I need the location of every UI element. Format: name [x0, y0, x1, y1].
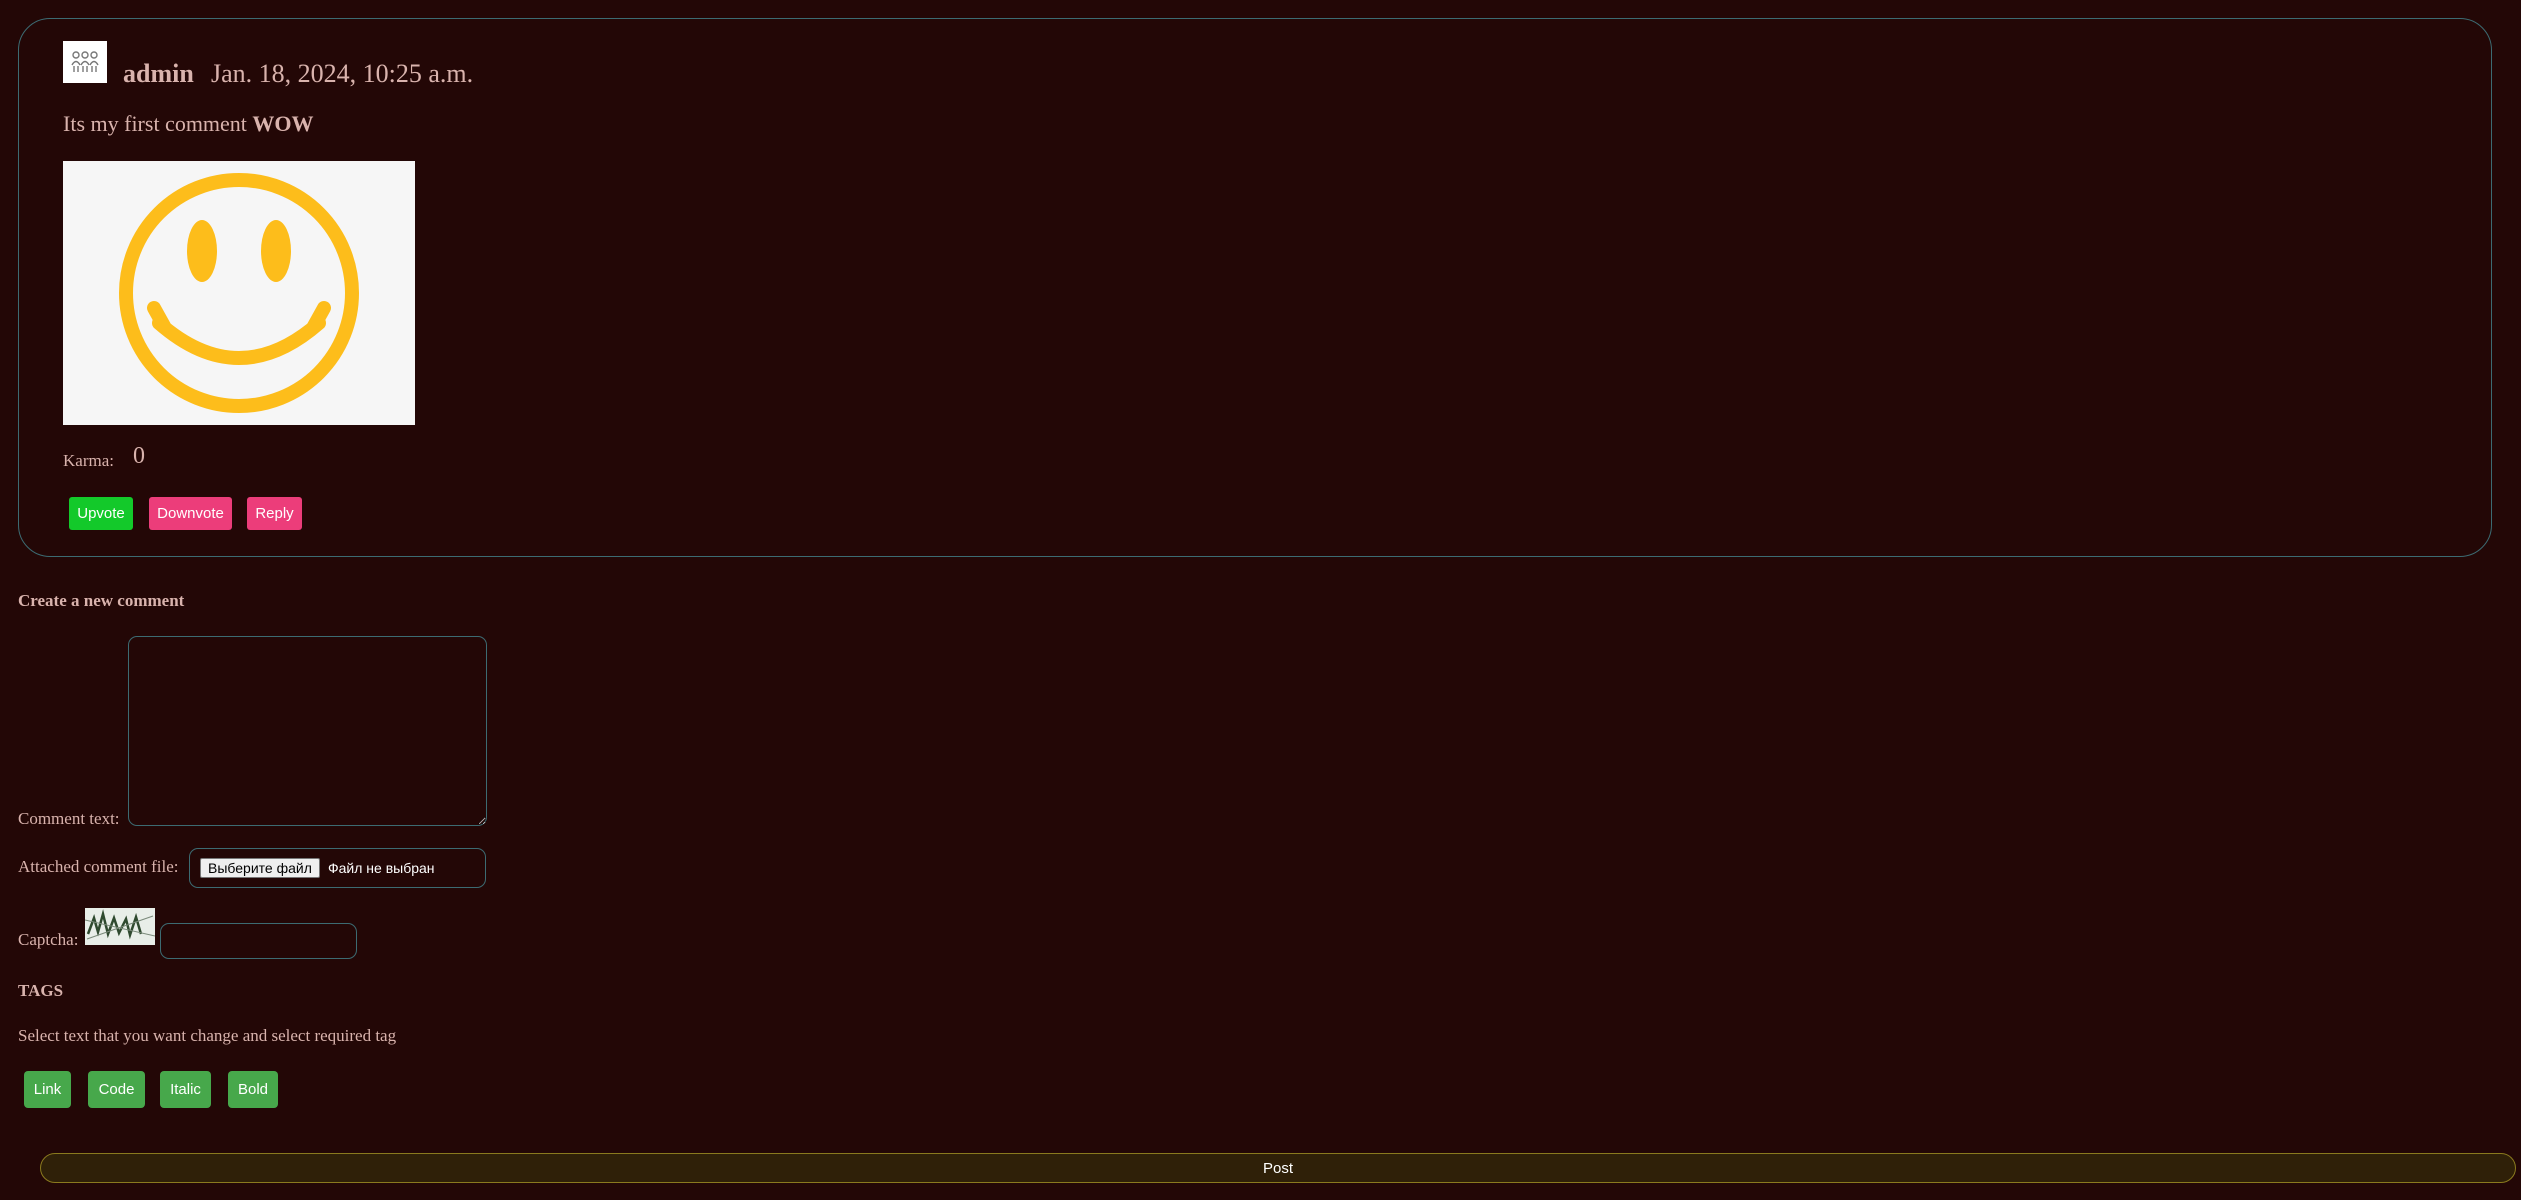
- create-comment-title: Create a new comment: [18, 591, 185, 610]
- tag-link-button[interactable]: Link: [24, 1071, 71, 1108]
- file-input[interactable]: Выберите файл Файл не выбран: [189, 848, 486, 888]
- user-group-avatar-icon: [71, 51, 99, 72]
- comment-text-label: Comment text:: [18, 809, 120, 828]
- captcha-input[interactable]: [160, 923, 357, 959]
- captcha-image: [85, 908, 155, 945]
- post-button[interactable]: Post: [40, 1153, 2516, 1183]
- tag-italic-button[interactable]: Italic: [160, 1071, 211, 1108]
- comment-card: admin Jan. 18, 2024, 10:25 a.m. Its my f…: [18, 18, 2492, 557]
- attached-file-label: Attached comment file:: [18, 857, 179, 876]
- comment-text-plain: Its my first comment: [63, 111, 253, 136]
- choose-file-button[interactable]: Выберите файл: [200, 858, 320, 878]
- smiley-face-image: [119, 173, 359, 413]
- comment-text-bold: WOW: [252, 111, 314, 136]
- comment-text: Its my first comment WOW: [63, 111, 314, 137]
- comment-author[interactable]: admin: [123, 59, 194, 88]
- tag-code-button[interactable]: Code: [88, 1071, 145, 1108]
- upvote-button[interactable]: Upvote: [69, 497, 133, 530]
- tags-hint: Select text that you want change and sel…: [18, 1026, 397, 1045]
- downvote-button[interactable]: Downvote: [149, 497, 232, 530]
- comment-attached-image[interactable]: [63, 161, 415, 425]
- reply-button[interactable]: Reply: [247, 497, 302, 530]
- karma-label: Karma:: [63, 451, 114, 470]
- comment-text-input[interactable]: [128, 636, 487, 826]
- tag-bold-button[interactable]: Bold: [228, 1071, 278, 1108]
- karma-value: 0: [133, 443, 145, 469]
- comment-date: Jan. 18, 2024, 10:25 a.m.: [211, 59, 474, 88]
- captcha-label: Captcha:: [18, 930, 79, 949]
- tags-title: TAGS: [18, 981, 64, 1000]
- file-status: Файл не выбран: [328, 860, 435, 876]
- avatar: [63, 41, 107, 83]
